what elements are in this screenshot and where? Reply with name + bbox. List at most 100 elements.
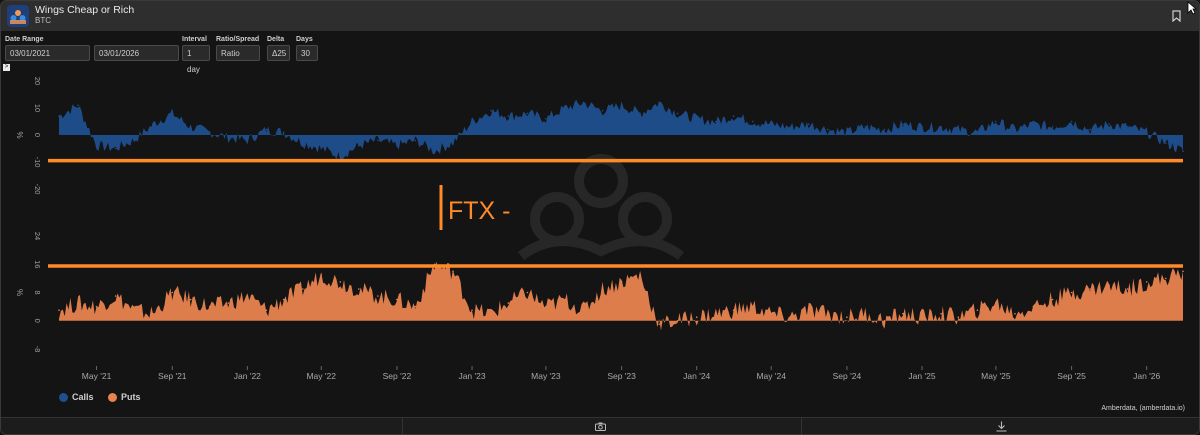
data-point xyxy=(601,288,604,290)
data-point xyxy=(751,120,754,123)
data-point xyxy=(1014,128,1016,131)
data-point xyxy=(732,115,735,117)
y-tick-label: -20 xyxy=(33,184,42,195)
data-point xyxy=(471,120,473,123)
footer-divider xyxy=(801,418,802,434)
chart-subtitle: BTC xyxy=(35,16,51,25)
data-point xyxy=(209,305,211,308)
data-point xyxy=(396,145,398,147)
data-point xyxy=(658,323,660,326)
x-tick-label: May '25 xyxy=(981,371,1011,381)
data-point xyxy=(526,291,529,294)
data-point xyxy=(433,150,436,152)
data-point xyxy=(545,118,547,120)
legend-calls[interactable]: Calls xyxy=(59,392,94,403)
date-range-label: Date Range xyxy=(5,36,44,43)
x-tick-label: Jan '23 xyxy=(458,371,485,381)
footer-bar xyxy=(1,417,1199,434)
data-point xyxy=(902,312,904,315)
data-point xyxy=(1032,123,1035,125)
data-point xyxy=(1182,150,1184,152)
footer-divider xyxy=(402,418,403,434)
data-point xyxy=(58,115,60,117)
x-tick-label: Sep '21 xyxy=(158,371,187,381)
data-point xyxy=(582,309,585,312)
data-point xyxy=(490,312,492,315)
data-point xyxy=(358,288,360,290)
title-bar: Wings Cheap or Rich BTC xyxy=(1,1,1199,31)
download-icon[interactable] xyxy=(996,421,1007,432)
amberdata-logo-icon xyxy=(7,5,29,27)
data-point xyxy=(77,104,79,107)
data-point xyxy=(77,302,79,304)
x-axis: May '21 Sep '21 Jan '22 May '22 Sep '22 Jan '… xyxy=(82,366,1161,381)
data-point xyxy=(1182,270,1184,273)
sidebar-toggle-button[interactable]: > xyxy=(3,64,10,71)
interval-select[interactable]: 1 day xyxy=(182,45,210,74)
ratio-spread-label: Ratio/Spread xyxy=(216,36,260,43)
data-point xyxy=(883,128,886,131)
days-label: Days xyxy=(296,36,313,43)
x-tick-label: May '22 xyxy=(306,371,336,381)
data-point xyxy=(302,288,304,290)
data-point xyxy=(189,298,192,301)
y-tick-label: -8 xyxy=(33,346,42,353)
bookmark-icon[interactable] xyxy=(1172,10,1181,22)
delta-control: Delta Δ25 xyxy=(267,36,290,61)
data-point xyxy=(620,281,623,283)
data-point xyxy=(695,316,698,319)
data-point xyxy=(246,139,249,142)
end-date-input[interactable]: 03/01/2026 xyxy=(94,45,179,61)
data-point xyxy=(995,302,997,304)
data-point xyxy=(152,123,154,125)
data-point xyxy=(1089,288,1091,290)
data-point xyxy=(807,309,810,312)
days-select[interactable]: 30 xyxy=(296,45,318,61)
data-point xyxy=(957,128,960,131)
data-point xyxy=(902,123,904,125)
legend-puts[interactable]: Puts xyxy=(108,392,141,403)
interval-control: Interval 1 day xyxy=(182,36,210,74)
data-point xyxy=(639,274,641,276)
data-point xyxy=(846,131,848,134)
data-point xyxy=(339,281,342,283)
legend-calls-label: Calls xyxy=(72,392,94,402)
data-point xyxy=(864,312,867,315)
data-point xyxy=(827,128,829,131)
start-date-input[interactable]: 03/01/2021 xyxy=(5,45,90,61)
data-point xyxy=(658,101,660,104)
days-control: Days 30 xyxy=(296,36,318,61)
y-tick-label: 0 xyxy=(33,133,42,137)
data-point xyxy=(770,312,772,315)
ratio-spread-select[interactable]: Ratio xyxy=(216,45,260,61)
y-axis-label: % xyxy=(15,131,24,138)
chart-canvas: 20 10 0 -10 -20% 24 16 8 0 -8% May '21 Sep '21 Jan… xyxy=(15,77,1184,381)
data-point xyxy=(320,147,323,150)
data-point xyxy=(490,109,492,112)
data-point xyxy=(846,316,848,319)
data-point xyxy=(358,145,360,147)
y-axis-label: % xyxy=(15,289,24,296)
camera-icon[interactable] xyxy=(595,422,606,431)
data-point xyxy=(339,155,342,158)
delta-select[interactable]: Δ25 xyxy=(267,45,290,61)
data-point xyxy=(995,120,997,123)
series-area xyxy=(59,99,1183,162)
x-tick-label: Sep '22 xyxy=(383,371,412,381)
x-tick-label: Jan '22 xyxy=(234,371,261,381)
data-point xyxy=(227,136,230,139)
data-point xyxy=(601,109,604,112)
interval-label: Interval xyxy=(182,36,207,43)
y-tick-label: 16 xyxy=(33,260,42,268)
data-point xyxy=(1032,305,1035,308)
x-tick-label: Sep '24 xyxy=(833,371,862,381)
data-point xyxy=(133,139,135,142)
data-point xyxy=(507,302,510,304)
data-point xyxy=(1089,128,1091,131)
calls-series xyxy=(58,99,1184,162)
data-point xyxy=(1051,126,1054,128)
data-point xyxy=(921,126,923,128)
data-point xyxy=(751,305,754,308)
data-point xyxy=(564,107,566,109)
data-point xyxy=(114,295,117,297)
